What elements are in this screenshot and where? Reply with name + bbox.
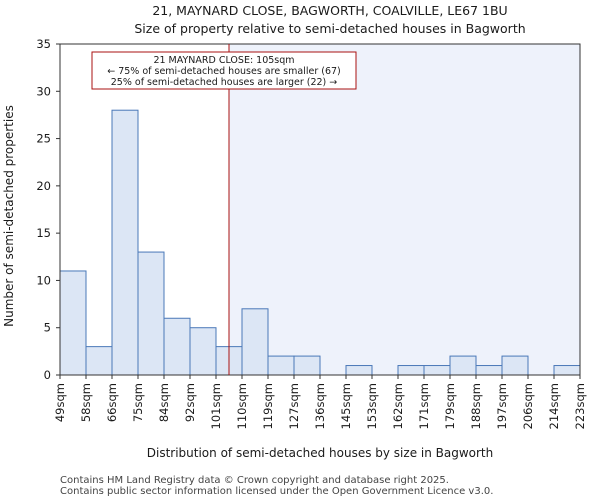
y-tick-label: 30	[36, 84, 51, 98]
y-tick-label: 25	[36, 132, 51, 146]
bar-214sqm	[553, 365, 581, 376]
bar-66sqm	[111, 109, 139, 376]
bar-162sqm	[397, 365, 425, 376]
bar-179sqm	[449, 355, 477, 376]
y-tick-label: 10	[36, 273, 51, 287]
annotation-line1: 21 MAYNARD CLOSE: 105sqm	[153, 55, 294, 66]
x-tick-label: 66sqm	[105, 383, 119, 422]
x-tick-label: 49sqm	[53, 383, 67, 422]
x-tick-label: 188sqm	[469, 383, 483, 429]
x-tick-label: 101sqm	[209, 383, 223, 429]
bar-188sqm	[475, 365, 503, 376]
x-tick-label: 75sqm	[131, 383, 145, 422]
bar-75sqm	[137, 251, 165, 376]
x-tick-label: 58sqm	[79, 383, 93, 422]
bar-92sqm	[189, 327, 217, 376]
x-tick-label: 206sqm	[521, 383, 535, 429]
y-tick-label: 5	[44, 321, 51, 335]
bar-127sqm	[293, 355, 321, 376]
chart-title: 21, MAYNARD CLOSE, BAGWORTH, COALVILLE, …	[152, 3, 507, 18]
x-axis: 49sqm 58sqm 66sqm 75sqm 84sqm 92sqm 101sqm 110s…	[53, 375, 587, 429]
x-tick-label: 214sqm	[547, 383, 561, 429]
x-tick-label: 110sqm	[235, 383, 249, 429]
y-tick-label: 0	[44, 368, 51, 382]
bar-119sqm	[267, 355, 295, 376]
y-axis: 0 5 10 15 20 25 30 35	[36, 37, 60, 382]
x-tick-label: 84sqm	[157, 383, 171, 422]
x-tick-label: 145sqm	[339, 383, 353, 429]
bar-84sqm	[163, 317, 191, 376]
y-tick-label: 15	[36, 226, 51, 240]
bar-49sqm	[59, 270, 87, 376]
annotation-line2: ← 75% of semi-detached houses are smalle…	[107, 66, 341, 77]
larger-region-background	[229, 44, 580, 375]
x-tick-label: 127sqm	[287, 383, 301, 429]
bar-58sqm	[85, 346, 113, 376]
x-tick-label: 162sqm	[391, 383, 405, 429]
x-tick-label: 171sqm	[417, 383, 431, 429]
footer-line2: Contains public sector information licen…	[60, 486, 493, 497]
plot-frame	[59, 43, 581, 376]
x-tick-label: 179sqm	[443, 383, 457, 429]
x-tick-label: 223sqm	[573, 383, 587, 429]
bars-group	[59, 109, 581, 376]
chart-subtitle: Size of property relative to semi-detach…	[134, 21, 525, 36]
x-tick-label: 119sqm	[261, 383, 275, 429]
x-axis-label: Distribution of semi-detached houses by …	[147, 446, 494, 460]
x-tick-label: 153sqm	[365, 383, 379, 429]
annotation-line3: 25% of semi-detached houses are larger (…	[111, 77, 338, 88]
bar-110sqm	[241, 308, 269, 376]
footer-line1: Contains HM Land Registry data © Crown c…	[60, 475, 449, 486]
annotation-box: 21 MAYNARD CLOSE: 105sqm ← 75% of semi-d…	[91, 51, 357, 90]
x-tick-label: 197sqm	[495, 383, 509, 429]
x-tick-label: 136sqm	[313, 383, 327, 429]
x-tick-label: 92sqm	[183, 383, 197, 422]
bar-145sqm	[345, 365, 373, 376]
y-axis-label: Number of semi-detached properties	[2, 105, 16, 327]
annotation-frame	[91, 51, 357, 90]
y-tick-label: 35	[36, 37, 51, 51]
y-tick-label: 20	[36, 179, 51, 193]
bar-197sqm	[501, 355, 529, 376]
bar-171sqm	[423, 365, 451, 376]
